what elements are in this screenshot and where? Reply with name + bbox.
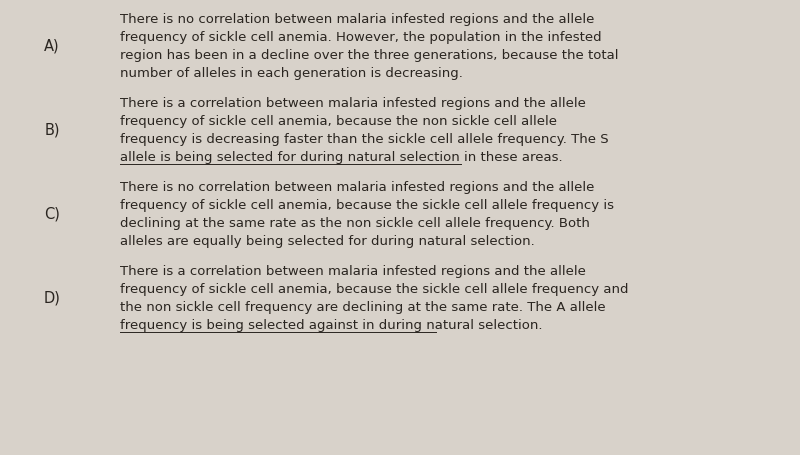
Text: A): A)	[44, 39, 60, 54]
Text: frequency of sickle cell anemia, because the non sickle cell allele: frequency of sickle cell anemia, because…	[120, 115, 557, 128]
Text: There is no correlation between malaria infested regions and the allele: There is no correlation between malaria …	[120, 13, 594, 25]
Text: D): D)	[43, 290, 61, 305]
Text: B): B)	[44, 122, 60, 137]
Text: number of alleles in each generation is decreasing.: number of alleles in each generation is …	[120, 67, 463, 80]
Text: frequency of sickle cell anemia. However, the population in the infested: frequency of sickle cell anemia. However…	[120, 30, 602, 44]
Text: C): C)	[44, 207, 60, 222]
Text: There is no correlation between malaria infested regions and the allele: There is no correlation between malaria …	[120, 181, 594, 194]
Text: There is a correlation between malaria infested regions and the allele: There is a correlation between malaria i…	[120, 265, 586, 278]
Text: the non sickle cell frequency are declining at the same rate. The A allele: the non sickle cell frequency are declin…	[120, 301, 606, 313]
Text: There is a correlation between malaria infested regions and the allele: There is a correlation between malaria i…	[120, 97, 586, 110]
Text: frequency is decreasing faster than the sickle cell allele frequency. The S: frequency is decreasing faster than the …	[120, 133, 609, 146]
Text: frequency of sickle cell anemia, because the sickle cell allele frequency and: frequency of sickle cell anemia, because…	[120, 283, 629, 296]
Text: frequency of sickle cell anemia, because the sickle cell allele frequency is: frequency of sickle cell anemia, because…	[120, 199, 614, 212]
Text: frequency is being selected against in during natural selection.: frequency is being selected against in d…	[120, 318, 542, 332]
Text: allele is being selected for during natural selection in these areas.: allele is being selected for during natu…	[120, 151, 562, 164]
Text: declining at the same rate as the non sickle cell allele frequency. Both: declining at the same rate as the non si…	[120, 217, 590, 230]
Text: alleles are equally being selected for during natural selection.: alleles are equally being selected for d…	[120, 235, 534, 248]
Text: region has been in a decline over the three generations, because the total: region has been in a decline over the th…	[120, 49, 618, 62]
